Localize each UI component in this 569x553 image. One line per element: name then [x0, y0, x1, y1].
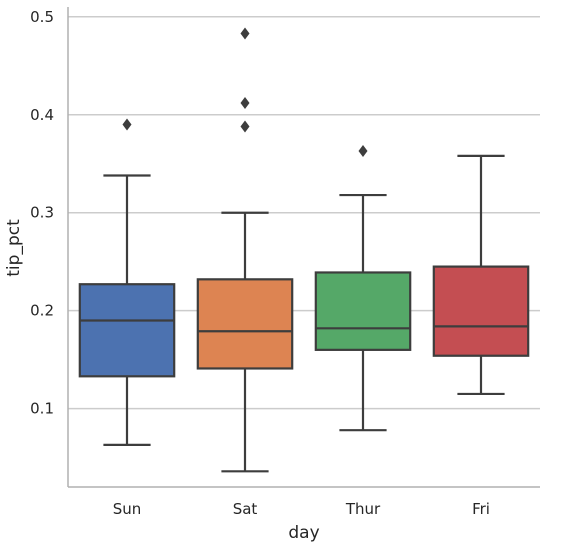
- y-tick-label: 0.2: [30, 302, 54, 320]
- x-axis-label: day: [288, 523, 319, 543]
- outlier-point: [240, 120, 250, 133]
- y-axis-label: tip_pct: [4, 219, 24, 277]
- x-tick-label: Sat: [233, 500, 258, 518]
- outlier-point: [240, 27, 250, 40]
- iqr-box: [314, 271, 412, 351]
- axes-spines: [67, 7, 540, 488]
- outlier-point: [358, 145, 368, 157]
- iqr-box: [78, 283, 176, 378]
- box-thur: [314, 145, 412, 432]
- iqr-box: [432, 265, 530, 357]
- iqr-box: [196, 278, 294, 370]
- box-fri: [432, 154, 530, 396]
- x-tick-label: Fri: [472, 500, 490, 518]
- x-tick-label: Sun: [113, 500, 142, 518]
- tick-labels: 0.1 0.2 0.3 0.4 0.5 Sun Sat Thur Fri: [30, 8, 490, 518]
- y-tick-label: 0.3: [30, 204, 54, 222]
- x-tick-label: Thur: [345, 500, 381, 518]
- outlier-point: [240, 97, 250, 109]
- y-tick-label: 0.4: [30, 106, 54, 124]
- box-plots: [78, 27, 530, 473]
- y-tick-label: 0.1: [30, 400, 54, 418]
- box-sun: [78, 118, 176, 446]
- outlier-point: [122, 118, 132, 131]
- y-tick-label: 0.5: [30, 8, 54, 26]
- box-sat: [196, 27, 294, 473]
